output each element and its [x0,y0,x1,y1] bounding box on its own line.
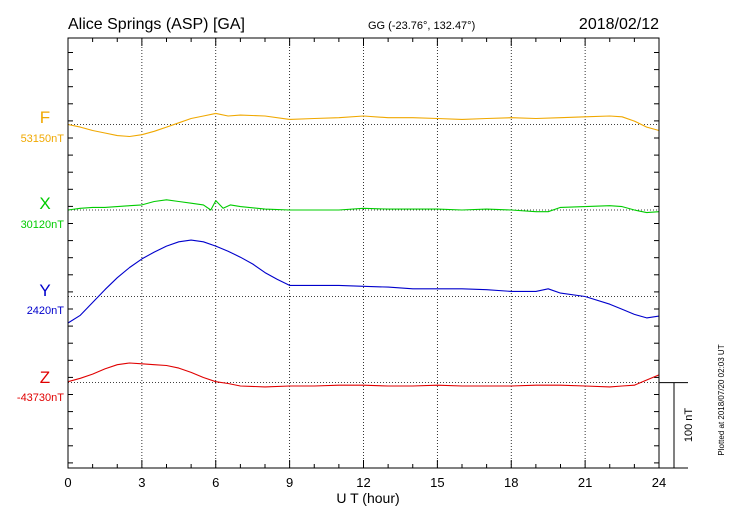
x-tick-label: 12 [356,475,370,490]
series-layer: F 53150nT X 30120nT Y 2420nT Z -43730nT [17,108,660,404]
x-tick-label: 21 [578,475,592,490]
grid-lines [68,38,659,468]
series-line-f [67,112,660,138]
axis-ticks [67,38,660,468]
station-title: Alice Springs (ASP) [GA] [68,16,245,33]
x-tick-label: 24 [652,475,666,490]
series-name-f: F [40,108,50,127]
coordinates-label: GG (-23.76°, 132.47°) [368,20,475,32]
date-label: 2018/02/12 [579,16,659,33]
baseline-label-y: 2420nT [27,305,65,317]
x-tick-labels: 0 3 6 9 12 15 18 21 24 [64,475,666,490]
baseline-label-z: -43730nT [17,392,64,404]
x-tick-label: 3 [138,475,145,490]
x-tick-label: 0 [64,475,71,490]
baseline-label-x: 30120nT [21,219,65,231]
x-tick-label: 6 [212,475,219,490]
plot-frame [67,37,660,469]
series-name-y: Y [39,281,50,300]
series-name-z: Z [40,368,50,387]
x-tick-label: 9 [286,475,293,490]
series-line-z [67,362,660,388]
baseline-label-f: 53150nT [21,133,65,145]
series-line-y [67,239,660,324]
x-tick-label: 18 [504,475,518,490]
x-axis-label: U T (hour) [336,490,399,506]
series-line-x [67,199,660,214]
x-tick-label: 15 [430,475,444,490]
scale-bar: 100 nT [659,382,695,469]
scale-bar-label: 100 nT [683,408,695,443]
series-name-x: X [39,194,50,213]
plotted-timestamp: Plotted at 2018/07/20 02:03 UT [717,344,726,455]
